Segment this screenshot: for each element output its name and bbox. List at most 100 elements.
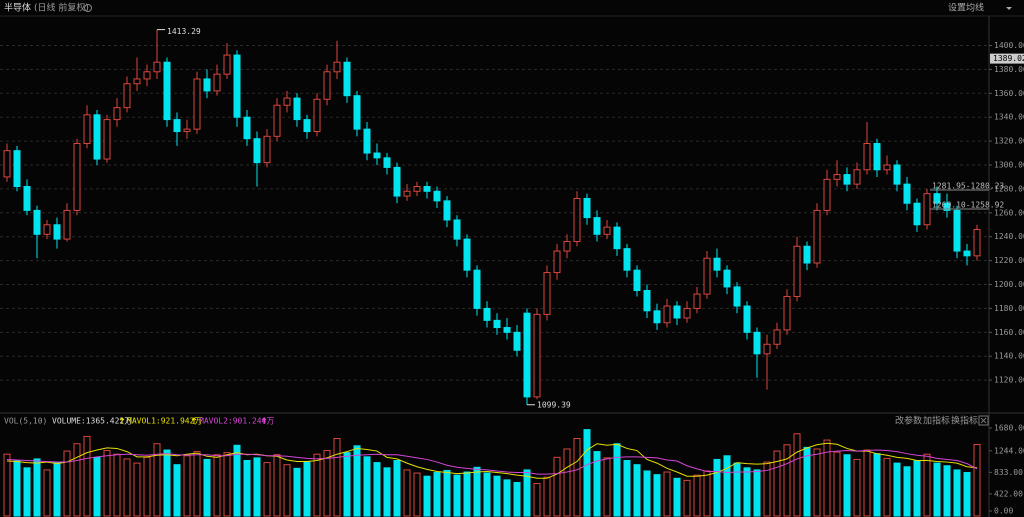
y-tick-label: 1240.00 [994,232,1024,241]
candle-body [543,272,551,315]
v-tick-label: 422.00 [994,489,1023,498]
candle-body [3,150,11,178]
candle-body [673,305,681,319]
candle-body [823,178,831,211]
volume-bar [493,475,501,517]
volume-bar [143,456,151,517]
candle-body [803,245,811,264]
candle-body [283,97,291,106]
candle-body [43,224,51,235]
volume-bar [563,448,571,517]
candle-body [763,343,771,355]
v-tick-label: 1244.00 [994,446,1024,455]
candle-body [333,61,341,73]
close-button[interactable] [978,415,989,426]
volume-bar [663,471,671,517]
y-tick-label: 1160.00 [994,328,1024,337]
volume-bar [53,462,61,517]
volume-bar [853,458,861,517]
volume-bar [43,469,51,517]
candle-body [163,61,171,121]
volume-bar [443,469,451,517]
y-tick-label: 1360.00 [994,89,1024,98]
volume-bar [293,467,301,517]
candle-body [693,293,701,309]
note: 1260.10-1258.92 [932,201,1004,210]
candle-body [783,295,791,331]
volume-bar [673,477,681,517]
volume-bar [263,462,271,517]
candle-body [173,119,181,133]
button[interactable]: 换指标 [951,415,978,427]
volume-bar [843,454,851,517]
button[interactable]: 改参数 [895,415,922,427]
candle-body [853,169,861,185]
volume-bar [433,472,441,517]
volume-bar [933,462,941,517]
volume-bar [183,455,191,517]
candle-body [593,217,601,235]
volume-bar [363,456,371,517]
candle-body [323,71,331,100]
candle-body [553,250,561,274]
candle-body [933,193,941,204]
volume-bar [353,445,361,517]
volume-bar [593,451,601,517]
volume-bar [753,469,761,517]
volume-bar [603,457,611,517]
candle-body [13,150,21,188]
arrow-icon [191,417,197,424]
dropdown-icon[interactable] [1006,7,1012,10]
candle-body [243,116,251,140]
volume-bar [23,467,31,517]
candle-body [93,114,101,160]
volume-bar [643,470,651,517]
volume-bar [473,466,481,517]
arrow-icon [261,417,267,424]
volume-bar [373,462,381,517]
candle-body [573,197,581,242]
candle-body [353,95,361,130]
candle-body [263,135,271,164]
volume-bar [573,437,581,517]
candle-body [233,54,241,118]
high-label: 1413.29 [167,27,201,36]
y-tick-label: 1200.00 [994,280,1024,289]
volume-bar [803,446,811,517]
volume-bar [873,453,881,517]
volume-bar [513,481,521,517]
ma-button[interactable]: 设置均线 [948,2,984,14]
y-tick-label: 1260.00 [994,208,1024,217]
volume-bar [533,483,541,517]
volume-bar [303,461,311,517]
arrow-icon [119,417,125,424]
volume-bar [693,474,701,517]
volume-bar [863,449,871,517]
candle-body [653,310,661,324]
volume-bar [773,450,781,517]
candle-body [903,183,911,204]
settings-icon[interactable] [84,4,92,12]
candle-body [723,269,731,288]
candle-body [733,286,741,307]
candle-body [303,119,311,133]
candle-body [873,142,881,171]
candle-body [643,289,651,312]
button[interactable]: 加指标 [923,415,950,427]
low-label: 1099.39 [537,400,571,409]
candle-body [443,200,451,221]
candle-body [813,209,821,264]
y-tick-label: 1280.00 [994,184,1024,193]
volume-bar [383,467,391,517]
volume-bar [453,474,461,517]
volume-bar [713,458,721,517]
candle-body [23,186,31,211]
volume-bar [33,458,41,517]
volume-bar [393,459,401,517]
volume-bar [893,462,901,517]
candle-body [633,269,641,291]
volume-bar [543,476,551,517]
candle-body [103,119,111,160]
